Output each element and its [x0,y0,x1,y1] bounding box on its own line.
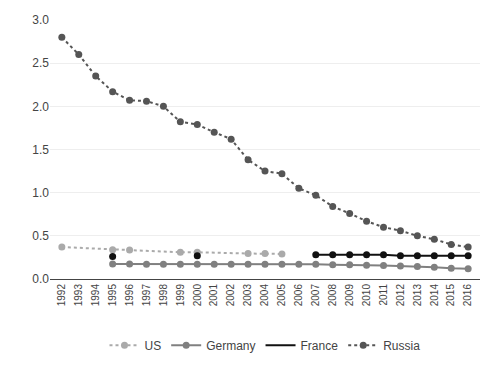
svg-text:1996: 1996 [124,284,135,307]
svg-text:1.5: 1.5 [32,143,49,157]
svg-text:2.0: 2.0 [32,100,49,114]
svg-text:2.5: 2.5 [32,56,49,70]
svg-text:2005: 2005 [276,284,287,307]
svg-text:1995: 1995 [107,284,118,307]
svg-text:US: US [145,339,162,353]
svg-text:France: France [301,339,339,353]
svg-text:2002: 2002 [225,284,236,307]
svg-text:2003: 2003 [242,284,253,307]
svg-text:2009: 2009 [344,284,355,307]
svg-text:2006: 2006 [293,284,304,307]
svg-text:Germany: Germany [206,339,255,353]
svg-text:2015: 2015 [445,284,456,307]
svg-text:2012: 2012 [395,284,406,307]
svg-text:Russia: Russia [383,339,420,353]
svg-text:2016: 2016 [462,284,473,307]
svg-text:2004: 2004 [259,284,270,307]
svg-text:1993: 1993 [73,284,84,307]
svg-text:2014: 2014 [429,284,440,307]
svg-text:1992: 1992 [56,284,67,307]
svg-text:1998: 1998 [158,284,169,307]
svg-text:1.0: 1.0 [32,186,49,200]
svg-text:2010: 2010 [361,284,372,307]
svg-text:2013: 2013 [412,284,423,307]
svg-text:2008: 2008 [327,284,338,307]
svg-text:1999: 1999 [175,284,186,307]
svg-text:1997: 1997 [141,284,152,307]
svg-text:3.0: 3.0 [32,13,49,27]
svg-text:2000: 2000 [192,284,203,307]
svg-text:2007: 2007 [310,284,321,307]
svg-text:2001: 2001 [208,284,219,307]
svg-text:1994: 1994 [90,284,101,307]
svg-text:0.0: 0.0 [32,272,49,286]
svg-text:0.5: 0.5 [32,229,49,243]
svg-text:2011: 2011 [378,284,389,306]
